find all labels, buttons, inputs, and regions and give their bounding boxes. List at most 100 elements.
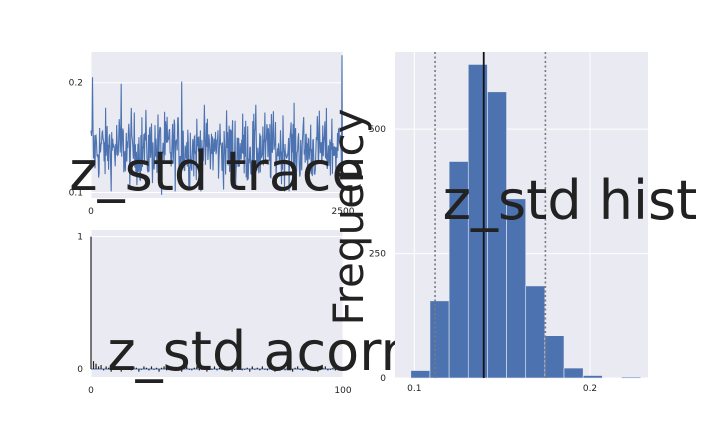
acorr-bar [95, 363, 97, 370]
acorr-bar [229, 367, 231, 370]
acorr-bar [92, 361, 95, 370]
acorr-bar [196, 366, 198, 370]
hist-y-tick-label: 0 [380, 374, 386, 384]
acorr-bar [115, 367, 117, 370]
hist-title: z_std hist [443, 169, 698, 232]
acorr-bar [259, 369, 261, 371]
acorr-bar [324, 366, 326, 370]
acorr-bar [292, 369, 294, 372]
trace-title: z_std trace [69, 140, 364, 203]
acorr-bar [100, 365, 102, 370]
acorr-bar [135, 367, 137, 370]
hist-y-tick-label: 250 [369, 250, 386, 260]
acorr-bar [276, 369, 279, 370]
acorr-bar [284, 369, 286, 371]
trace-plot-area [91, 52, 343, 198]
acorr-bar [118, 369, 120, 370]
acorr-bar [113, 366, 115, 370]
acorr-bar [254, 369, 256, 370]
acorr-bar [334, 369, 337, 371]
acorr-bar [168, 369, 170, 370]
acorr-bar [289, 369, 291, 370]
acorr-bar [188, 369, 190, 370]
acorr-bar [211, 369, 213, 370]
acorr-bar [271, 366, 274, 370]
hist-bar [487, 91, 507, 379]
acorr-bar [314, 367, 316, 370]
acorr-bar [155, 367, 158, 370]
hist-bar [582, 375, 603, 379]
acorr-bar [143, 366, 145, 370]
acorr-bar [294, 367, 296, 370]
hist-bar [563, 367, 584, 379]
acorr-bar [274, 369, 276, 372]
acorr-bar [148, 369, 150, 371]
acorr-bar [231, 369, 233, 372]
acorr-bar [198, 369, 200, 371]
acorr-bar [309, 366, 311, 370]
hist-bar [621, 376, 641, 379]
acorr-bar [160, 367, 163, 370]
acorr-bar [223, 369, 226, 371]
acorr-bar [312, 369, 314, 371]
acorr-bar [103, 369, 105, 371]
acorr-bar [249, 369, 251, 372]
acorr-bar [138, 369, 140, 372]
hist-bar [410, 370, 431, 379]
acorr-plot-area [91, 230, 343, 377]
acorr-bar [246, 367, 248, 370]
acorr-bar [140, 369, 142, 370]
trace-x-tick-label: 2500 [332, 207, 355, 217]
acorr-title: z_std acorr [107, 320, 403, 383]
acorr-bar [299, 369, 301, 370]
acorr-bar [150, 366, 153, 370]
acorr-bar [241, 369, 243, 371]
hist-y-tick-label: 500 [369, 125, 386, 135]
acorr-bar [105, 366, 107, 370]
acorr-bar [166, 369, 168, 371]
hist-panel: 0.1 0.2 0 250 500 z_std hist Frequency [324, 52, 697, 394]
acorr-bar [244, 369, 246, 370]
acorr-bar [153, 369, 155, 370]
acorr-bar [339, 369, 342, 370]
acorr-bar [337, 366, 339, 370]
acorr-bar [176, 367, 178, 370]
acorr-bar [332, 367, 334, 370]
hist-y-axis-label: Frequency [324, 109, 373, 326]
acorr-bar [130, 369, 132, 371]
acorr-bar [269, 367, 271, 370]
trace-y-tick-label: 0.2 [69, 79, 83, 89]
acorr-bar [304, 367, 306, 370]
acorr-bar [163, 366, 165, 370]
acorr-bar [90, 236, 92, 370]
acorr-bar [201, 369, 203, 370]
trace-y-tick-label: 0.1 [69, 189, 83, 199]
acorr-bar [128, 369, 130, 370]
acorr-bar [120, 369, 122, 372]
hist-bar [544, 335, 565, 379]
acorr-bar [171, 366, 173, 370]
acorr-bar [327, 369, 329, 371]
acorr-bar [173, 369, 175, 371]
acorr-bar [193, 367, 195, 370]
acorr-bar [236, 367, 238, 370]
acorr-bar [297, 366, 299, 370]
acorr-bar [261, 366, 263, 370]
acorr-bar [123, 367, 125, 370]
acorr-bar [178, 369, 180, 370]
acorr-bar [319, 369, 321, 370]
acorr-bar [208, 367, 211, 370]
acorr-bar [239, 366, 241, 370]
acorr-bar [251, 366, 253, 370]
acorr-bar [108, 367, 110, 370]
acorr-bar [266, 369, 268, 371]
acorr-bar [322, 367, 324, 370]
acorr-y-tick-label: 0 [77, 365, 83, 375]
acorr-bar [97, 366, 100, 370]
acorr-bar [302, 369, 304, 371]
acorr-bar [191, 369, 193, 371]
trace-panel: 0 2500 0.2 0.1z_std trace [69, 52, 365, 217]
acorr-bar [145, 367, 148, 370]
